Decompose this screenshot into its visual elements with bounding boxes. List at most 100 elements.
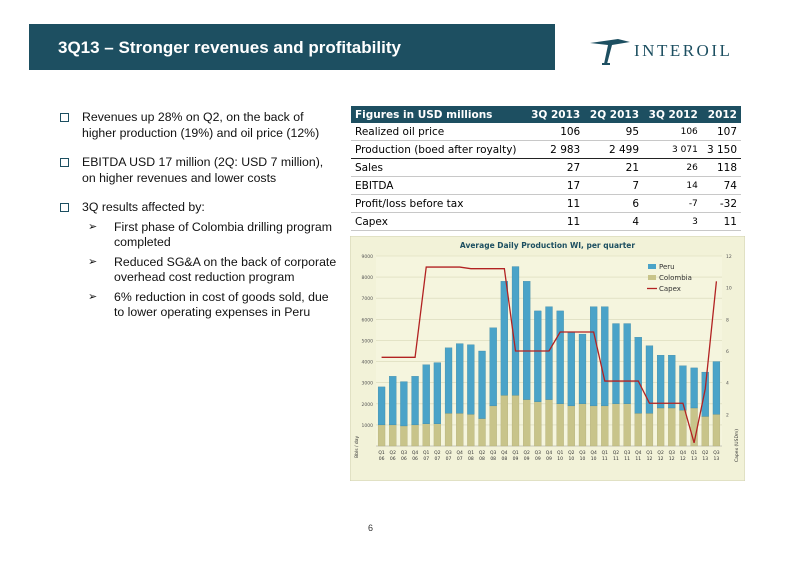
x-tick-label: Q2 (568, 450, 575, 456)
peru-bar (433, 362, 441, 424)
y-tick-label: 3000 (362, 381, 374, 387)
peru-bar (377, 386, 386, 426)
x-tick-label: Q4 (457, 450, 464, 456)
legend-label-capex: Capex (659, 285, 681, 293)
x-tick-label: Q1 (646, 450, 653, 456)
production-chart: Average Daily Production WI, per quarter… (349, 235, 746, 486)
peru-bar (523, 281, 531, 400)
x-tick-label: 09 (546, 456, 552, 462)
x-tick-label: 13 (714, 456, 720, 462)
peru-bar (444, 347, 453, 414)
colombia-bar (590, 405, 598, 447)
x-tick-label: Q4 (680, 450, 687, 456)
bullet-text: 3Q results affected by: (82, 200, 205, 214)
sub-bullet: ➢ Reduced SG&A on the back of corporate … (58, 255, 338, 286)
table-header-cell: 3Q 2013 (525, 106, 585, 123)
colombia-bar (601, 405, 609, 447)
colombia-bar (645, 413, 654, 447)
bullet-text: EBITDA USD 17 million (2Q: USD 7 million… (82, 155, 324, 185)
x-tick-label: 08 (501, 456, 507, 462)
peru-bar (500, 281, 508, 396)
x-tick-label: Q1 (512, 450, 519, 456)
arrow-bullet-icon: ➢ (88, 220, 98, 233)
y-tick-label: 6000 (362, 317, 374, 323)
peru-bar (489, 327, 497, 407)
sub-bullet-text: First phase of Colombia drilling program… (114, 219, 333, 250)
colombia-bar (500, 395, 508, 447)
x-tick-label: 13 (691, 456, 697, 462)
y-tick-label: 8000 (362, 275, 374, 281)
peru-bar (567, 331, 575, 407)
colombia-bar (489, 405, 497, 447)
x-tick-label: Q3 (669, 450, 676, 456)
peru-bar (411, 376, 419, 426)
y-tick-label: 9000 (362, 254, 374, 260)
interoil-logo: INTEROIL (588, 34, 738, 66)
peru-bar (556, 310, 564, 404)
colombia-bar (456, 413, 464, 447)
colombia-bar (389, 424, 397, 447)
x-tick-label: Q4 (412, 450, 419, 456)
y2-tick-label: 4 (726, 381, 729, 387)
arrow-bullet-icon: ➢ (88, 255, 98, 268)
x-tick-label: Q1 (423, 450, 430, 456)
table-cell: 11 (701, 212, 741, 231)
colombia-bar (523, 399, 531, 447)
table-cell: 74 (701, 176, 741, 195)
x-tick-label: Q1 (602, 450, 609, 456)
table-cell: 2 983 (525, 140, 585, 159)
bullet-text: Revenues up 28% on Q2, on the back of hi… (82, 110, 320, 140)
table-cell: Production (boed after royalty) (351, 140, 526, 159)
x-tick-label: Q1 (557, 450, 564, 456)
table-cell: 7 (584, 176, 644, 195)
colombia-bar (712, 414, 721, 447)
peru-bar (578, 333, 587, 404)
x-tick-label: Q3 (445, 450, 452, 456)
x-tick-label: 12 (658, 456, 664, 462)
x-tick-label: Q3 (624, 450, 631, 456)
peru-bar (456, 343, 464, 414)
peru-bar (623, 323, 631, 404)
table-header-cell: Figures in USD millions (351, 106, 526, 123)
colombia-bar (679, 409, 687, 447)
y-tick-label: 4000 (362, 360, 374, 366)
x-tick-label: Q2 (479, 450, 486, 456)
table-header-row: Figures in USD millions 3Q 2013 2Q 2013 … (351, 106, 741, 123)
table-cell: 4 (584, 212, 644, 231)
table-cell: Capex (351, 212, 526, 231)
peru-bar (668, 355, 676, 409)
x-tick-label: 09 (513, 456, 519, 462)
x-tick-label: 11 (613, 456, 619, 462)
peru-bar (679, 365, 687, 411)
x-tick-label: 11 (624, 456, 630, 462)
x-tick-label: 06 (412, 456, 418, 462)
y2-tick-label: 6 (726, 349, 729, 355)
y-tick-label: 5000 (362, 338, 374, 344)
capex-line (381, 266, 718, 444)
oil-derrick-icon (590, 39, 630, 65)
peru-bar (467, 344, 475, 415)
colombia-bar (478, 418, 486, 447)
table-cell: 14 (643, 176, 702, 195)
x-tick-label: Q1 (691, 450, 698, 456)
legend-swatch-peru (648, 264, 656, 269)
bullet-ebitda: EBITDA USD 17 million (2Q: USD 7 million… (58, 155, 338, 186)
y2-tick-label: 10 (726, 286, 732, 292)
x-tick-label: 08 (479, 456, 485, 462)
x-tick-label: Q4 (590, 450, 597, 456)
table-header-cell: 2Q 2013 (584, 106, 644, 123)
x-tick-label: 13 (702, 456, 708, 462)
x-tick-label: Q4 (501, 450, 508, 456)
x-tick-label: 09 (524, 456, 530, 462)
legend-label-colombia: Colombia (659, 274, 692, 282)
x-tick-label: Q3 (579, 450, 586, 456)
table-cell: Realized oil price (351, 123, 526, 141)
x-tick-label: 09 (535, 456, 541, 462)
table-cell: 3 150 (701, 140, 741, 159)
x-tick-label: 08 (490, 456, 496, 462)
table-cell: 118 (701, 158, 741, 177)
y2-tick-label: 8 (726, 317, 729, 323)
table-cell: 3 (643, 212, 702, 231)
x-tick-label: 10 (557, 456, 563, 462)
table-cell: -32 (701, 194, 741, 213)
